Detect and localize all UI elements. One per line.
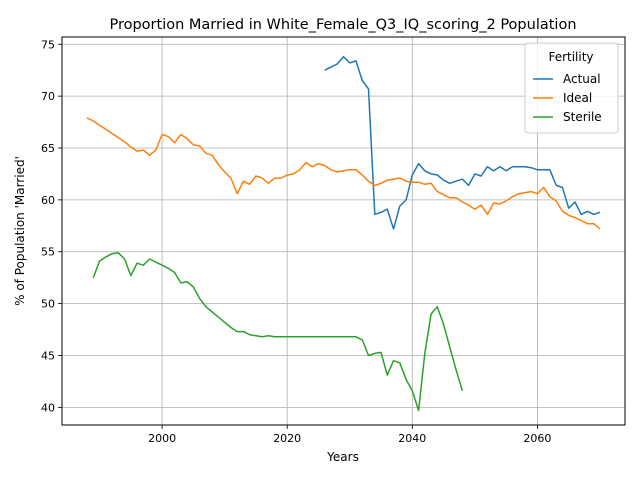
y-tick-label: 50	[41, 298, 55, 311]
y-tick-label: 70	[41, 90, 55, 103]
x-tick-label: 2060	[523, 432, 551, 445]
legend: Fertility Actual Ideal Sterile	[524, 42, 619, 134]
y-tick-label: 40	[41, 401, 55, 414]
legend-title: Fertility	[548, 50, 593, 64]
x-axis-label: Years	[326, 450, 359, 464]
y-tick-label: 55	[41, 246, 55, 259]
chart-title: Proportion Married in White_Female_Q3_IQ…	[109, 17, 576, 33]
x-tick-label: 2040	[398, 432, 426, 445]
x-axis-ticks: 2000 2020 2040 2060	[148, 425, 551, 445]
legend-box	[524, 42, 619, 134]
x-tick-label: 2000	[148, 432, 176, 445]
legend-items: Actual Ideal Sterile	[533, 72, 602, 124]
y-tick-label: 45	[41, 349, 55, 362]
y-axis-label: % of Population 'Married'	[13, 156, 27, 306]
plot-area-frame	[61, 36, 626, 426]
legend-label-ideal: Ideal	[563, 91, 592, 105]
series-line-actual	[324, 55, 601, 230]
legend-label-actual: Actual	[563, 72, 601, 86]
y-tick-label: 65	[41, 142, 55, 155]
series-line-sterile	[92, 252, 464, 412]
y-axis-ticks: 40 45 50 55 60 65 70 75	[41, 38, 62, 414]
series-line-ideal	[86, 117, 601, 230]
series-lines	[86, 55, 601, 412]
y-tick-label: 60	[41, 194, 55, 207]
legend-label-sterile: Sterile	[563, 110, 602, 124]
x-tick-label: 2020	[273, 432, 301, 445]
y-tick-label: 75	[41, 38, 55, 51]
